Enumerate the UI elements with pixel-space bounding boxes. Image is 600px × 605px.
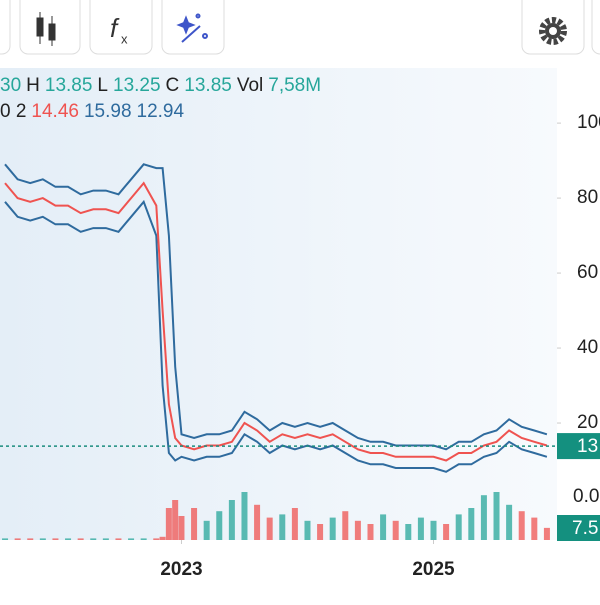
fx-icon: f — [110, 13, 120, 43]
drawing-button[interactable] — [161, 0, 225, 55]
y-tick-label: 40 — [577, 337, 598, 358]
volume-bar — [27, 538, 34, 540]
volume-bar — [317, 524, 324, 540]
volume-bar — [266, 517, 273, 540]
volume-bar — [304, 520, 311, 540]
volume-bar — [52, 538, 59, 540]
volume-bar — [468, 508, 475, 540]
x-tick-label: 2023 — [160, 559, 202, 580]
volume-bar — [203, 520, 210, 540]
plot-background — [0, 68, 557, 540]
volume-bar — [329, 517, 336, 540]
indicator-middle: 14.46 — [31, 101, 79, 122]
volume-bar — [342, 511, 349, 540]
volume-bar — [405, 524, 412, 540]
indicator-legend: 0 2 14.46 15.98 12.94 — [0, 101, 189, 123]
y-tick-label: 60 — [577, 262, 598, 283]
volume-bar — [216, 511, 223, 540]
price-tag-box — [557, 433, 600, 460]
volume-bar — [228, 500, 235, 540]
volume-bar — [480, 495, 487, 540]
ohlc-legend: 30 H 13.85 L 13.25 C 13.85 Vol 7,58M — [0, 75, 326, 97]
volume-bar — [191, 508, 198, 540]
low-label: L — [97, 75, 108, 96]
high-value: 13.85 — [44, 75, 93, 96]
low-value: 13.25 — [113, 75, 161, 96]
volume-bar — [392, 520, 399, 540]
volume-value: 7,58M — [268, 75, 322, 96]
volume-bar — [543, 527, 550, 540]
volume-bar — [531, 517, 538, 540]
volume-label: Vol — [236, 75, 264, 96]
x-tick-label: 2025 — [412, 559, 455, 580]
magic-icon — [176, 13, 208, 43]
volume-bar — [115, 538, 122, 540]
volume-bar — [65, 538, 72, 540]
volume-bar — [241, 492, 248, 540]
toolbar-button[interactable] — [0, 0, 11, 55]
candles-icon — [36, 12, 56, 46]
volume-bar — [90, 538, 97, 540]
volume-bar — [39, 538, 46, 540]
y-tick-label: 100 — [577, 112, 600, 133]
volume-bar — [140, 538, 147, 540]
volume-bar — [455, 514, 462, 540]
volume-tag-box — [557, 515, 600, 541]
volume-bar — [493, 492, 500, 540]
toolbar-button[interactable] — [591, 0, 600, 55]
toolbar — [0, 0, 600, 55]
fx-icon: x — [121, 31, 128, 46]
volume-bar — [14, 538, 21, 540]
volume-tag: 7.5 — [572, 518, 598, 539]
volume-bar — [153, 538, 160, 540]
volume-bar — [518, 511, 525, 540]
volume-bar — [102, 538, 109, 540]
gear-icon — [539, 17, 567, 45]
volume-bar — [354, 520, 361, 540]
price-tag: 13 — [577, 436, 598, 457]
indicator-upper: 15.98 — [83, 101, 132, 122]
volume-bar — [254, 504, 261, 540]
high-label: H — [26, 75, 40, 96]
volume-bar — [291, 508, 298, 540]
volume-bar — [279, 514, 286, 540]
y-tick-label: 80 — [577, 187, 598, 208]
open-value: 30 — [0, 75, 22, 96]
volume-bar — [165, 508, 172, 540]
price-line — [4, 181, 548, 462]
volume-bar — [417, 517, 424, 540]
volume-bar — [77, 538, 84, 540]
volume-bar — [443, 524, 450, 540]
volume-bar — [178, 516, 185, 540]
indicator-label: 0 2 — [0, 101, 27, 122]
price-line — [4, 199, 548, 473]
volume-bar — [367, 524, 374, 540]
volume-bar — [159, 536, 166, 540]
volume-bar — [128, 538, 135, 540]
volume-bar — [2, 538, 9, 540]
indicator-lower: 12.94 — [136, 101, 185, 122]
volume-bar — [506, 504, 513, 540]
volume-bar — [172, 500, 179, 540]
volume-bar — [430, 520, 437, 540]
volume-axis-label: 0.0 — [573, 486, 599, 507]
close-label: C — [165, 75, 180, 96]
close-value: 13.85 — [184, 75, 232, 96]
y-tick-label: 20 — [577, 412, 598, 433]
indicators-button[interactable] — [89, 0, 153, 55]
volume-bar — [380, 514, 387, 540]
